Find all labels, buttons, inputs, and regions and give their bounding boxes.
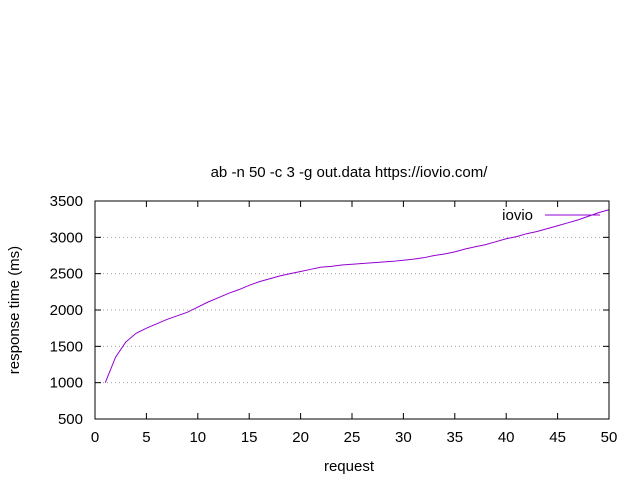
x-tick-label: 45 — [549, 429, 566, 446]
x-tick-label: 10 — [189, 429, 206, 446]
x-tick-label: 50 — [601, 429, 618, 446]
x-tick-label: 30 — [395, 429, 412, 446]
x-tick-label: 20 — [292, 429, 309, 446]
y-tick-label: 3500 — [50, 193, 83, 210]
x-tick-label: 25 — [344, 429, 361, 446]
x-tick-label: 0 — [91, 429, 99, 446]
legend-label-iovio: iovio — [502, 207, 533, 224]
y-tick-label: 1500 — [50, 338, 83, 355]
tick-labels: 500 1000 1500 2000 2500 3000 3500 0 5 10 15 20 25 30 3… — [50, 193, 618, 446]
axis-ticks — [94, 200, 610, 420]
series-line-iovio — [104, 209, 610, 383]
grid-lines — [95, 236, 609, 384]
x-tick-label: 40 — [498, 429, 515, 446]
y-tick-label: 2500 — [50, 266, 83, 283]
x-tick-label: 5 — [142, 429, 150, 446]
series-layer — [104, 209, 610, 383]
x-tick-label: 35 — [446, 429, 463, 446]
y-tick-label: 2000 — [50, 302, 83, 319]
y-tick-label: 1000 — [50, 375, 83, 392]
y-tick-label: 500 — [58, 411, 83, 428]
y-axis-label: response time (ms) — [6, 246, 23, 374]
y-tick-label: 3000 — [50, 229, 83, 246]
legend: iovio — [502, 207, 600, 224]
x-tick-label: 15 — [241, 429, 258, 446]
chart-title: ab -n 50 -c 3 -g out.data https://iovio.… — [211, 164, 489, 181]
x-axis-label: request — [324, 458, 375, 475]
